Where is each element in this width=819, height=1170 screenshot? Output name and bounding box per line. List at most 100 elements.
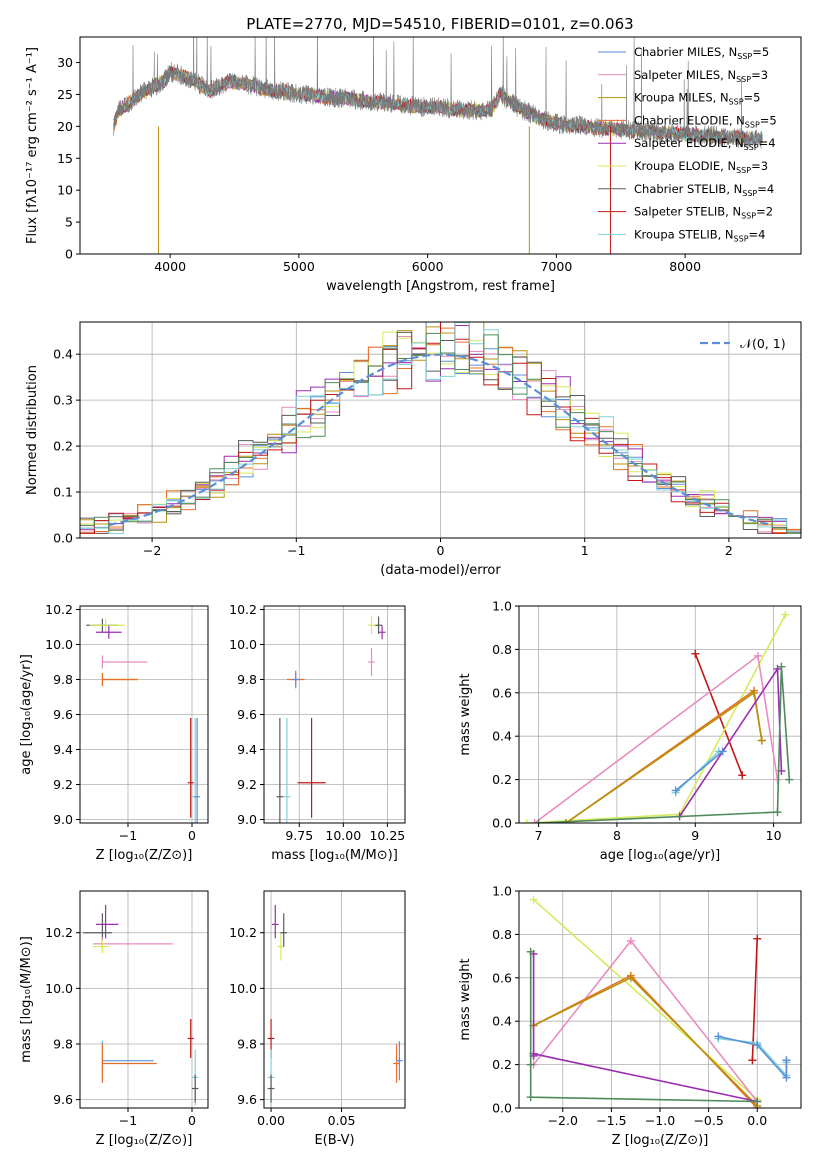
y-tick-label: 9.0	[53, 812, 73, 827]
x-tick-label: 6000	[412, 259, 444, 274]
y-tick-label: 0.8	[492, 927, 512, 942]
x-tick-label: 5000	[283, 259, 315, 274]
age_vs_Z-y-axis-label: age [log₁₀(age/yr)]	[19, 654, 34, 775]
legend-label-salpeter_miles: Salpeter MILES, NSSP=3	[634, 68, 768, 84]
x-tick-label: 9	[691, 828, 699, 843]
y-tick-label: 9.8	[237, 672, 257, 687]
y-tick-label: 0.6	[492, 685, 512, 700]
x-tick-label: 0	[437, 543, 445, 558]
y-tick-label: 0.0	[492, 1101, 512, 1116]
y-tick-label: 9.8	[237, 1037, 257, 1052]
legend-label-chabrier_elodie: Chabrier ELODIE, NSSP=5	[634, 113, 777, 129]
y-tick-label: 10.0	[45, 981, 73, 996]
legend-label-normal: 𝒩(0, 1)	[740, 336, 786, 351]
x-tick-label: 2	[725, 543, 733, 558]
y-tick-label: 10	[57, 183, 73, 198]
legend-count: =5	[752, 45, 769, 59]
x-tick-label: 8	[613, 828, 621, 843]
legend-count: =3	[751, 159, 768, 173]
y-tick-label: 9.6	[53, 1092, 73, 1107]
x-tick-label: −0.5	[693, 1113, 723, 1128]
y-tick-label: 9.2	[53, 777, 73, 792]
mass_vs_EBV-points	[267, 904, 403, 1106]
y-tick-label: 9.0	[237, 812, 257, 827]
weight_vs_Z-x-axis-label: Z [log₁₀(Z/Z⊙)]	[612, 1133, 709, 1148]
y-tick-label: 9.8	[53, 1037, 73, 1052]
legend-subscript: SSP	[745, 120, 760, 129]
x-tick-label: −2	[143, 543, 161, 558]
x-tick-label: 0	[188, 1113, 196, 1128]
weight-line-chabrier_miles	[675, 750, 724, 792]
age_vs_Z-x-axis-label: Z [log₁₀(Z/Z⊙)]	[96, 848, 193, 863]
weight_vs_age-y-axis-label: mass weight	[458, 673, 473, 755]
y-tick-label: 9.4	[53, 742, 73, 757]
y-tick-label: 10.0	[229, 637, 257, 652]
y-tick-label: 25	[57, 87, 73, 102]
y-tick-label: 10.2	[229, 602, 257, 617]
x-tick-label: 0	[188, 828, 196, 843]
spectrum-lines	[113, 37, 763, 254]
x-tick-label: 9.75	[285, 828, 313, 843]
y-tick-label: 0.0	[492, 816, 512, 831]
mass_vs_Z-x-axis-label: Z [log₁₀(Z/Z⊙)]	[96, 1133, 193, 1148]
x-tick-label: 10	[766, 828, 782, 843]
x-tick-label: 0.00	[257, 1113, 285, 1128]
weight-vs-age-panel: 7 8 9 10 0.0 0.2 0.4 0.6 0.8 1.0 age [log₁₀(age/yr…	[458, 599, 802, 863]
spectrum-legend: Chabrier MILES, NSSP=5 Salpeter MILES, NS…	[598, 45, 777, 243]
mass-vs-metallicity-panel: −1 0 9.6 9.8 10.0 10.2 Z [log₁₀(Z/Z⊙)] mass [lo…	[19, 890, 209, 1148]
x-tick-label: 7	[535, 828, 543, 843]
y-tick-label: 10.0	[229, 981, 257, 996]
x-tick-label: 0.0	[747, 1113, 767, 1128]
legend-subscript: SSP	[741, 212, 756, 221]
y-tick-label: 5	[65, 215, 73, 230]
y-tick-label: 30	[57, 55, 73, 70]
residuals-panel: 𝒩(0, 1) −2 −1 0 1 2 0.0 0.1 0.2 0.3 0.4 (data-model…	[25, 321, 802, 578]
residual-histograms	[80, 322, 801, 534]
legend-count: =5	[760, 113, 777, 127]
y-tick-label: 0.8	[492, 642, 512, 657]
legend-count: =4	[749, 227, 766, 241]
y-tick-label: 0.0	[53, 531, 73, 546]
y-tick-label: 0	[65, 247, 73, 262]
y-tick-label: 0.1	[53, 485, 73, 500]
y-tick-label: 0.2	[53, 439, 73, 454]
x-tick-label: −2.0	[548, 1113, 578, 1128]
y-tick-label: 1.0	[492, 884, 512, 899]
x-tick-label: −1	[119, 828, 137, 843]
mass_vs_Z-grid	[80, 891, 208, 1108]
mass-vs-reddening-panel: 0.00 0.05 9.6 9.8 10.0 10.2 E(B-V)	[229, 890, 406, 1148]
y-tick-label: 10.2	[45, 602, 73, 617]
age_vs_mass-x-axis-label: mass [log₁₀(M/M⊙)]	[271, 848, 398, 863]
x-tick-label: 7000	[540, 259, 572, 274]
x-tick-label: 8000	[669, 259, 701, 274]
y-tick-label: 9.6	[237, 707, 257, 722]
y-tick-label: 9.8	[53, 672, 73, 687]
weight-line-trace_green	[538, 666, 791, 823]
spectrum-observed	[113, 37, 763, 149]
y-tick-label: 0.6	[492, 970, 512, 985]
weight-line-trace_green	[529, 951, 758, 1103]
spectrum-panel: 4000 5000 6000 7000 8000 0 5 10 15 20 25 30 waveleng…	[25, 36, 802, 294]
y-tick-label: 0.2	[492, 1057, 512, 1072]
mass_vs_EBV-x-axis-label: E(B-V)	[314, 1133, 354, 1148]
y-tick-label: 0.4	[492, 1014, 512, 1029]
legend-subscript: SSP	[737, 52, 752, 61]
y-tick-label: 0.3	[53, 393, 73, 408]
legend-subscript: SSP	[744, 143, 759, 152]
x-tick-label: −1.5	[596, 1113, 626, 1128]
y-tick-label: 10.2	[229, 925, 257, 940]
residuals-y-axis-label: Normed distribution	[25, 365, 40, 495]
weight_vs_age-x-axis-label: age [log₁₀(age/yr)]	[600, 848, 721, 863]
y-tick-label: 9.6	[237, 1092, 257, 1107]
y-tick-label: 15	[57, 151, 73, 166]
spectrum-y-axis-label: Flux [fλ10⁻¹⁷ erg cm⁻² s⁻¹ A⁻¹]	[25, 47, 40, 244]
legend-subscript: SSP	[742, 189, 757, 198]
x-tick-label: 4000	[154, 259, 186, 274]
figure-title: PLATE=2770, MJD=54510, FIBERID=0101, z=0…	[246, 15, 633, 33]
x-tick-label: −1	[287, 543, 305, 558]
legend-label-chabrier_miles: Chabrier MILES, NSSP=5	[634, 45, 769, 61]
normal-distribution-curve	[108, 353, 770, 527]
legend-label-salpeter_stelib: Salpeter STELIB, NSSP=2	[634, 205, 773, 221]
y-tick-label: 0.2	[492, 772, 512, 787]
